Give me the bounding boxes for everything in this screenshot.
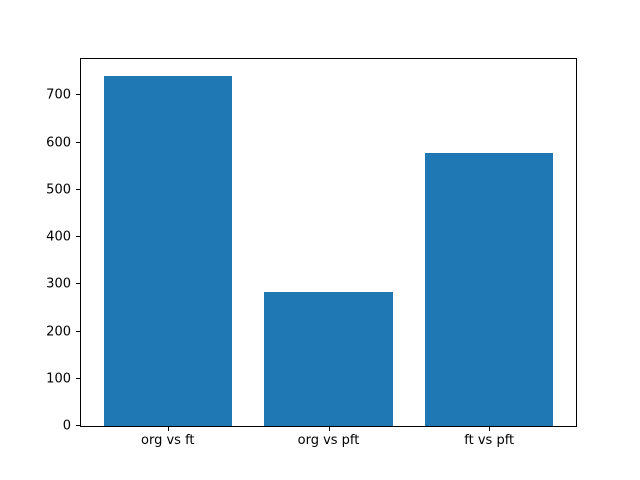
y-tick-label: 0	[62, 418, 71, 434]
x-tick-label-org-vs-pft: org vs pft	[297, 433, 360, 448]
y-tick-label: 500	[46, 182, 71, 198]
x-tick-mark	[328, 426, 330, 431]
y-tick-mark	[76, 330, 81, 332]
y-tick-mark	[76, 188, 81, 190]
y-tick-label: 100	[46, 371, 71, 387]
y-tick-label: 700	[46, 87, 71, 103]
y-tick-label: 400	[46, 229, 71, 245]
bar-org-vs-pft	[264, 291, 393, 426]
y-tick-mark	[76, 377, 81, 379]
y-tick-mark	[76, 94, 81, 96]
x-tick-label-ft-vs-pft: ft vs pft	[464, 433, 515, 448]
bar-ft-vs-pft	[424, 153, 554, 426]
bars-group	[81, 59, 576, 426]
y-tick-label: 300	[46, 276, 71, 292]
x-tick-label-org-vs-ft: org vs ft	[141, 433, 195, 448]
x-tick-mark	[489, 426, 491, 431]
y-tick-mark	[76, 283, 81, 285]
y-tick-label: 600	[46, 135, 71, 151]
x-tick-mark	[167, 426, 169, 431]
plot-area: 0 100 200 300 400 500 600 700 org vs ft org vs p…	[46, 58, 577, 447]
y-tick-label: 200	[46, 324, 71, 340]
y-tick-mark	[76, 141, 81, 143]
y-tick-mark	[76, 425, 81, 426]
y-tick-mark	[76, 236, 81, 238]
bar-org-vs-ft	[103, 76, 233, 426]
